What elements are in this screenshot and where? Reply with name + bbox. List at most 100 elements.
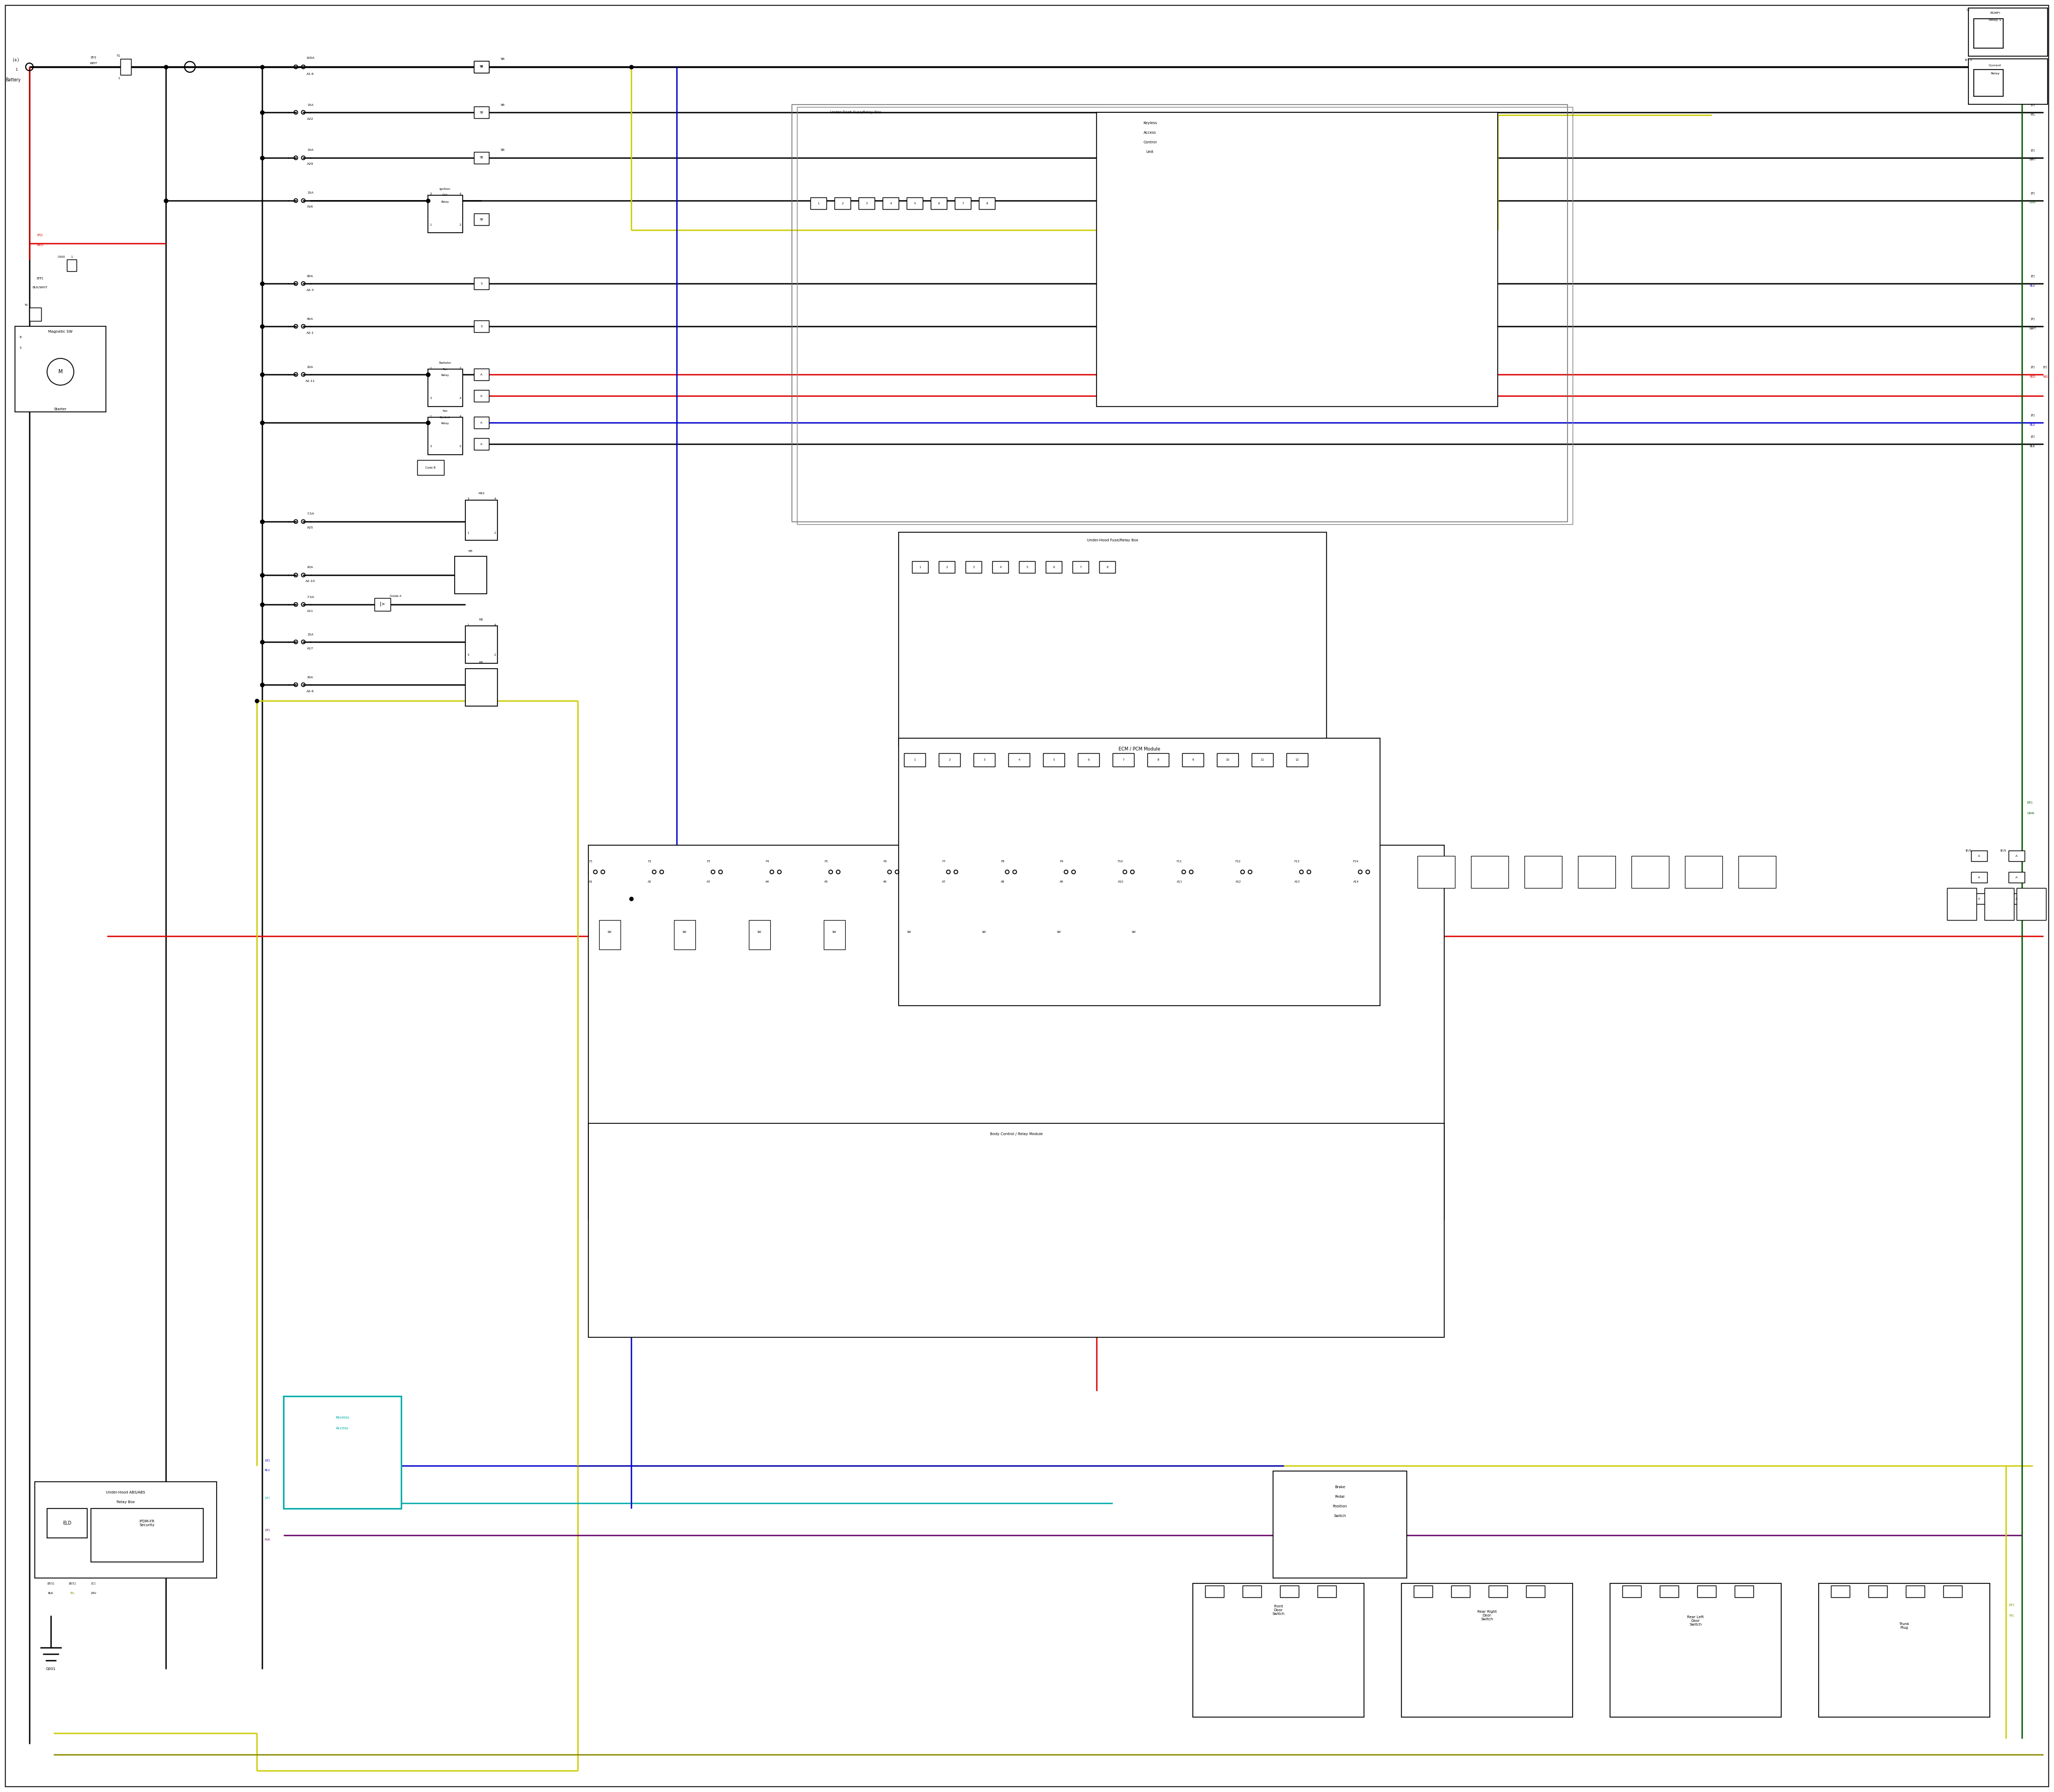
Bar xyxy=(974,753,994,767)
Bar xyxy=(1401,1584,1573,1717)
Text: SW: SW xyxy=(1132,930,1136,934)
Bar xyxy=(912,561,928,573)
Bar xyxy=(900,738,1380,1005)
Text: [EI]: [EI] xyxy=(90,56,97,59)
Text: [E]: [E] xyxy=(2031,317,2036,321)
Bar xyxy=(1452,1586,1471,1597)
Text: SW: SW xyxy=(608,930,612,934)
Bar xyxy=(1631,857,1668,889)
Text: SW: SW xyxy=(758,930,762,934)
Text: F1: F1 xyxy=(589,860,594,862)
Bar xyxy=(1818,1584,1990,1717)
Bar xyxy=(474,418,489,428)
Text: A5: A5 xyxy=(824,880,828,883)
Text: Relay: Relay xyxy=(1990,72,2001,75)
Text: Keyless: Keyless xyxy=(335,1416,349,1419)
Text: A2-1: A2-1 xyxy=(306,332,314,333)
Text: [IE]: [IE] xyxy=(265,1529,269,1530)
Bar xyxy=(427,195,462,233)
Text: Relay: Relay xyxy=(442,423,450,425)
Bar xyxy=(1947,889,1976,919)
Bar xyxy=(1972,851,1986,862)
Text: SW: SW xyxy=(832,930,836,934)
Text: 15A: 15A xyxy=(306,192,314,195)
Text: WHT: WHT xyxy=(2029,159,2036,161)
Bar xyxy=(1273,1471,1407,1579)
Bar xyxy=(859,197,875,210)
Text: F5: F5 xyxy=(824,860,828,862)
Bar xyxy=(1984,889,2013,919)
Bar xyxy=(1906,1586,1925,1597)
Bar xyxy=(974,919,994,950)
Text: [E]: [E] xyxy=(2031,414,2036,416)
Bar xyxy=(1972,894,1986,903)
Text: SW: SW xyxy=(682,930,686,934)
Bar xyxy=(2009,873,2025,883)
Bar xyxy=(474,391,489,401)
Text: GRN: GRN xyxy=(2027,812,2036,814)
Bar xyxy=(834,197,850,210)
Text: 11: 11 xyxy=(1261,758,1263,762)
Bar xyxy=(466,500,497,539)
Text: 5B: 5B xyxy=(501,149,505,152)
Bar xyxy=(1045,561,1062,573)
Text: A2-6: A2-6 xyxy=(306,690,314,692)
Text: A1-6: A1-6 xyxy=(306,73,314,75)
Text: 7.5A: 7.5A xyxy=(306,513,314,516)
Text: A16: A16 xyxy=(306,206,314,208)
Bar xyxy=(1048,919,1070,950)
Text: BLU: BLU xyxy=(2029,285,2036,287)
Text: A22: A22 xyxy=(306,118,314,120)
Text: A3: A3 xyxy=(707,880,711,883)
Text: M3: M3 xyxy=(468,550,472,552)
Text: G001: G001 xyxy=(45,1667,55,1670)
Bar xyxy=(1413,1586,1432,1597)
Text: A29: A29 xyxy=(306,163,314,165)
Text: [IE]: [IE] xyxy=(2009,1604,2015,1606)
Text: Ignition: Ignition xyxy=(440,188,450,190)
Text: [E]: [E] xyxy=(2031,149,2036,152)
Text: IE/5: IE/5 xyxy=(1966,849,1972,851)
Text: 5B: 5B xyxy=(479,156,483,159)
Text: ELD: ELD xyxy=(62,1521,72,1525)
Text: Under-Dash Fuse/Relay Box: Under-Dash Fuse/Relay Box xyxy=(830,111,881,115)
Bar xyxy=(47,1509,86,1538)
Bar xyxy=(791,104,1567,521)
Text: [C]: [C] xyxy=(92,1582,97,1584)
Text: Access: Access xyxy=(1144,131,1156,134)
Text: BLU: BLU xyxy=(2029,423,2036,426)
Bar xyxy=(965,561,982,573)
Text: 15A: 15A xyxy=(306,633,314,636)
Bar xyxy=(1043,753,1064,767)
Bar xyxy=(474,61,489,73)
Text: YEL: YEL xyxy=(2009,1615,2015,1616)
Text: M10: M10 xyxy=(479,493,485,495)
Text: Relay: Relay xyxy=(442,201,450,202)
Bar xyxy=(1610,1584,1781,1717)
Text: M: M xyxy=(58,369,64,375)
Text: BLU: BLU xyxy=(265,1469,271,1471)
Text: A2-10: A2-10 xyxy=(306,581,314,582)
Text: Fan: Fan xyxy=(442,367,448,371)
Text: Keyless: Keyless xyxy=(1144,122,1156,125)
Text: 5B: 5B xyxy=(501,104,505,106)
Bar xyxy=(1738,857,1777,889)
Text: 7.5A: 7.5A xyxy=(306,595,314,599)
Text: M2: M2 xyxy=(479,661,483,663)
Bar xyxy=(474,321,489,332)
Bar xyxy=(283,1396,401,1509)
Text: Rear Left
Door
Switch: Rear Left Door Switch xyxy=(1686,1615,1705,1625)
Text: F14: F14 xyxy=(1354,860,1358,862)
Bar xyxy=(1623,1586,1641,1597)
Text: [B/1]: [B/1] xyxy=(47,1582,53,1584)
Text: Pedal: Pedal xyxy=(1335,1495,1345,1498)
Text: Diode A: Diode A xyxy=(390,595,403,597)
Bar xyxy=(427,418,462,455)
Text: [IE]: [IE] xyxy=(265,1496,269,1500)
Text: F4: F4 xyxy=(766,860,770,862)
Bar xyxy=(883,197,900,210)
Text: F6: F6 xyxy=(883,860,887,862)
Bar xyxy=(474,213,489,226)
Text: A2-11: A2-11 xyxy=(306,380,314,382)
Text: 5B: 5B xyxy=(479,66,483,68)
